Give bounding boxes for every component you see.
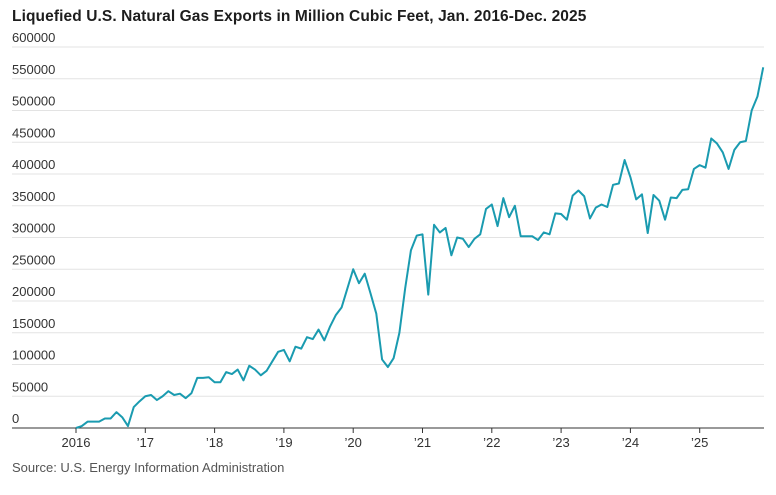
- x-axis-ticks: 2016 ’17 ’18 ’19 ’20 ’21 ’22 ’23 ’24 ’25: [62, 428, 708, 450]
- y-tick-label: 100000: [12, 348, 55, 363]
- y-axis-ticks: 0 50000 100000 150000 200000 250000 300000 3500…: [12, 30, 55, 426]
- y-tick-label: 450000: [12, 125, 55, 140]
- y-tick-label: 300000: [12, 221, 55, 236]
- y-tick-label: 550000: [12, 62, 55, 77]
- x-tick-label: ’19: [275, 435, 292, 450]
- y-tick-label: 500000: [12, 94, 55, 109]
- x-tick-label: ’25: [691, 435, 708, 450]
- chart-title: Liquefied U.S. Natural Gas Exports in Mi…: [12, 8, 587, 25]
- x-tick-label: ’21: [414, 435, 431, 450]
- series-line-lng-exports: [75, 67, 765, 429]
- x-tick-label: ’23: [552, 435, 569, 450]
- y-tick-label: 150000: [12, 316, 55, 331]
- y-tick-label: 600000: [12, 30, 55, 45]
- chart-source: Source: U.S. Energy Information Administ…: [12, 460, 285, 475]
- y-tick-label: 0: [12, 411, 19, 426]
- y-tick-label: 350000: [12, 189, 55, 204]
- x-tick-label: ’22: [483, 435, 500, 450]
- x-tick-label: ’17: [137, 435, 154, 450]
- y-tick-label: 250000: [12, 252, 55, 267]
- y-tick-label: 50000: [12, 379, 48, 394]
- y-tick-label: 200000: [12, 284, 55, 299]
- y-tick-label: 400000: [12, 157, 55, 172]
- gridlines: [12, 46, 764, 397]
- x-tick-label: 2016: [62, 435, 91, 450]
- x-tick-label: ’18: [206, 435, 223, 450]
- x-tick-label: ’24: [622, 435, 639, 450]
- x-tick-label: ’20: [345, 435, 362, 450]
